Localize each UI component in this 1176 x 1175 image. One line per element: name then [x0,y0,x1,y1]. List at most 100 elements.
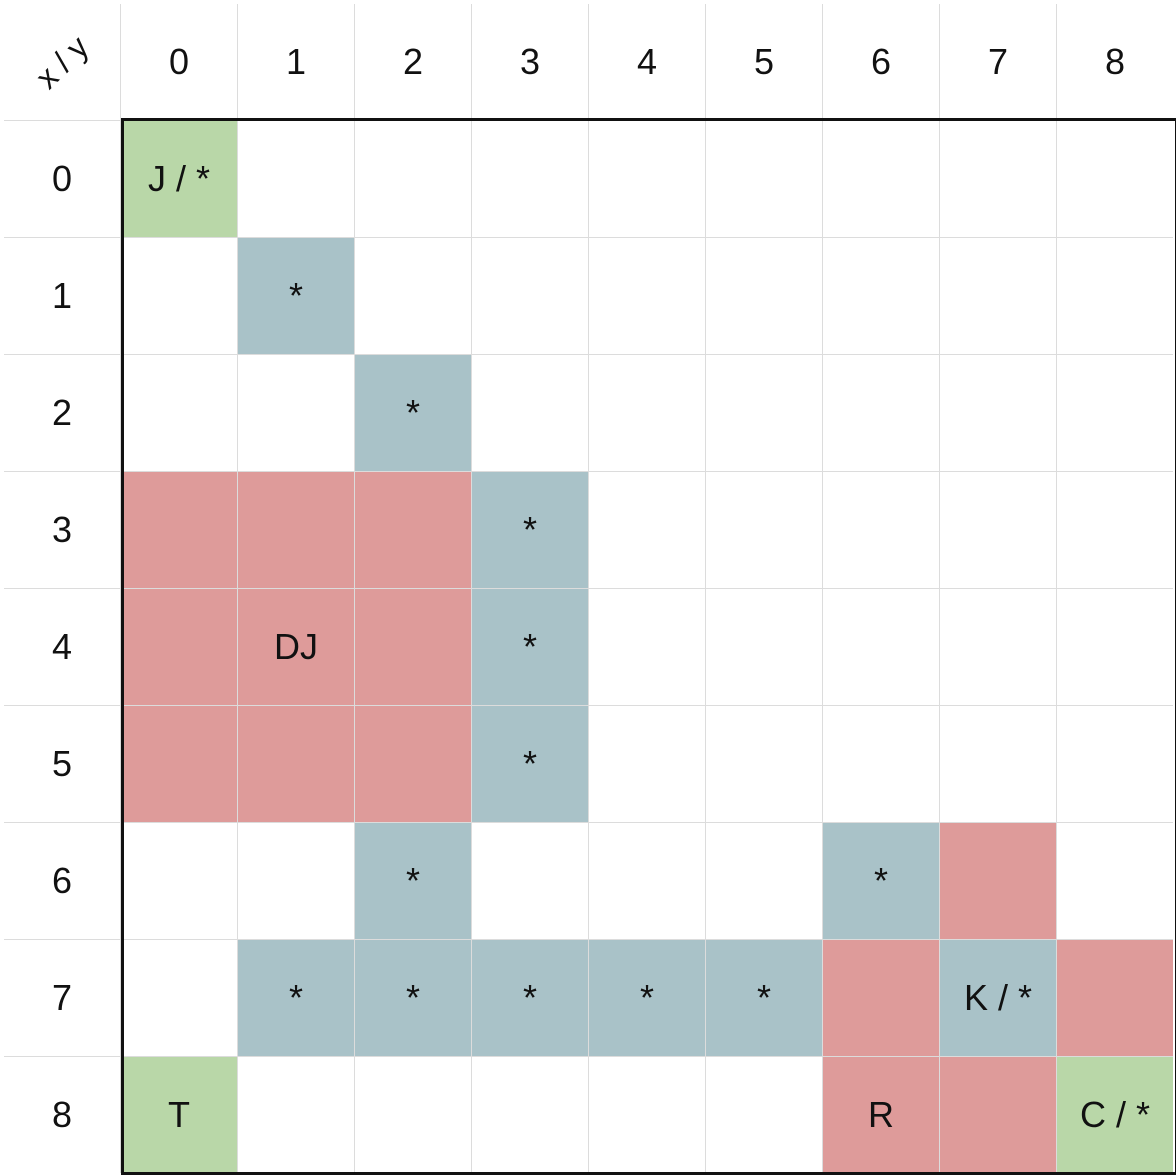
grid-cell-2-7 [940,355,1056,471]
grid-cell-5-0 [121,706,237,822]
grid-cell-3-4 [589,472,705,588]
grid-cell-8-4 [589,1057,705,1173]
col-header-6: 6 [823,4,939,120]
grid-cell-1-6 [823,238,939,354]
grid-cell-1-1: * [238,238,354,354]
col-header-1: 1 [238,4,354,120]
grid-cell-4-7 [940,589,1056,705]
grid-cell-1-4 [589,238,705,354]
grid-cell-8-1 [238,1057,354,1173]
grid-cell-2-8 [1057,355,1173,471]
row-header-5: 5 [4,706,120,822]
grid-cell-3-3: * [472,472,588,588]
grid-cell-1-0 [121,238,237,354]
grid-cell-8-6: R [823,1057,939,1173]
grid-cell-2-4 [589,355,705,471]
corner-label: x / y [4,4,120,120]
grid-cell-1-2 [355,238,471,354]
grid-cell-1-3 [472,238,588,354]
grid-cell-8-7 [940,1057,1056,1173]
grid-cell-3-8 [1057,472,1173,588]
grid-cell-6-4 [589,823,705,939]
grid-cell-0-6 [823,121,939,237]
grid-cell-5-4 [589,706,705,822]
grid-cell-0-8 [1057,121,1173,237]
grid-cell-6-8 [1057,823,1173,939]
grid-cell-5-6 [823,706,939,822]
grid-cell-8-2 [355,1057,471,1173]
grid-cell-8-5 [706,1057,822,1173]
grid-cell-6-6: * [823,823,939,939]
grid-cell-2-0 [121,355,237,471]
grid-cell-2-3 [472,355,588,471]
corner-label-text: x / y [28,28,96,96]
col-header-4: 4 [589,4,705,120]
grid-cell-3-5 [706,472,822,588]
row-header-0: 0 [4,121,120,237]
grid-cell-0-7 [940,121,1056,237]
grid-cell-8-3 [472,1057,588,1173]
grid-cell-7-8 [1057,940,1173,1056]
grid-cell-0-0: J / * [121,121,237,237]
grid-cell-8-0: T [121,1057,237,1173]
grid-cell-6-1 [238,823,354,939]
grid-cell-7-6 [823,940,939,1056]
row-header-7: 7 [4,940,120,1056]
row-header-1: 1 [4,238,120,354]
grid-cell-6-3 [472,823,588,939]
grid-cell-3-6 [823,472,939,588]
grid-cell-6-7 [940,823,1056,939]
grid-cell-5-5 [706,706,822,822]
grid-cell-4-3: * [472,589,588,705]
grid-cell-4-2 [355,589,471,705]
grid-cell-6-2: * [355,823,471,939]
col-header-8: 8 [1057,4,1173,120]
grid-cell-3-2 [355,472,471,588]
col-header-3: 3 [472,4,588,120]
grid-cell-7-3: * [472,940,588,1056]
row-header-6: 6 [4,823,120,939]
grid-cell-5-3: * [472,706,588,822]
grid-cell-3-0 [121,472,237,588]
grid-cell-6-0 [121,823,237,939]
grid-cell-1-8 [1057,238,1173,354]
grid-cell-5-7 [940,706,1056,822]
grid-cell-3-1 [238,472,354,588]
grid-cell-7-5: * [706,940,822,1056]
grid-cell-8-8: C / * [1057,1057,1173,1173]
row-header-2: 2 [4,355,120,471]
grid-cell-2-1 [238,355,354,471]
grid-cell-4-0 [121,589,237,705]
grid-cell-7-7: K / * [940,940,1056,1056]
grid-cell-3-7 [940,472,1056,588]
grid-cell-2-2: * [355,355,471,471]
col-header-7: 7 [940,4,1056,120]
grid-cell-4-4 [589,589,705,705]
row-header-4: 4 [4,589,120,705]
col-header-5: 5 [706,4,822,120]
grid-cell-7-1: * [238,940,354,1056]
grid-cell-0-5 [706,121,822,237]
grid-cell-4-1: DJ [238,589,354,705]
row-header-3: 3 [4,472,120,588]
grid-cell-0-2 [355,121,471,237]
grid-cell-2-6 [823,355,939,471]
col-header-2: 2 [355,4,471,120]
grid-cell-0-3 [472,121,588,237]
grid-cell-4-8 [1057,589,1173,705]
col-header-0: 0 [121,4,237,120]
grid-cell-7-4: * [589,940,705,1056]
grid-cell-4-6 [823,589,939,705]
grid-cell-0-4 [589,121,705,237]
row-header-8: 8 [4,1057,120,1173]
grid-cell-5-2 [355,706,471,822]
grid-cell-1-7 [940,238,1056,354]
grid-cell-5-8 [1057,706,1173,822]
grid-cell-6-5 [706,823,822,939]
grid-cell-7-2: * [355,940,471,1056]
grid-cell-7-0 [121,940,237,1056]
grid-cell-4-5 [706,589,822,705]
grid-cell-2-5 [706,355,822,471]
grid-cell-0-1 [238,121,354,237]
